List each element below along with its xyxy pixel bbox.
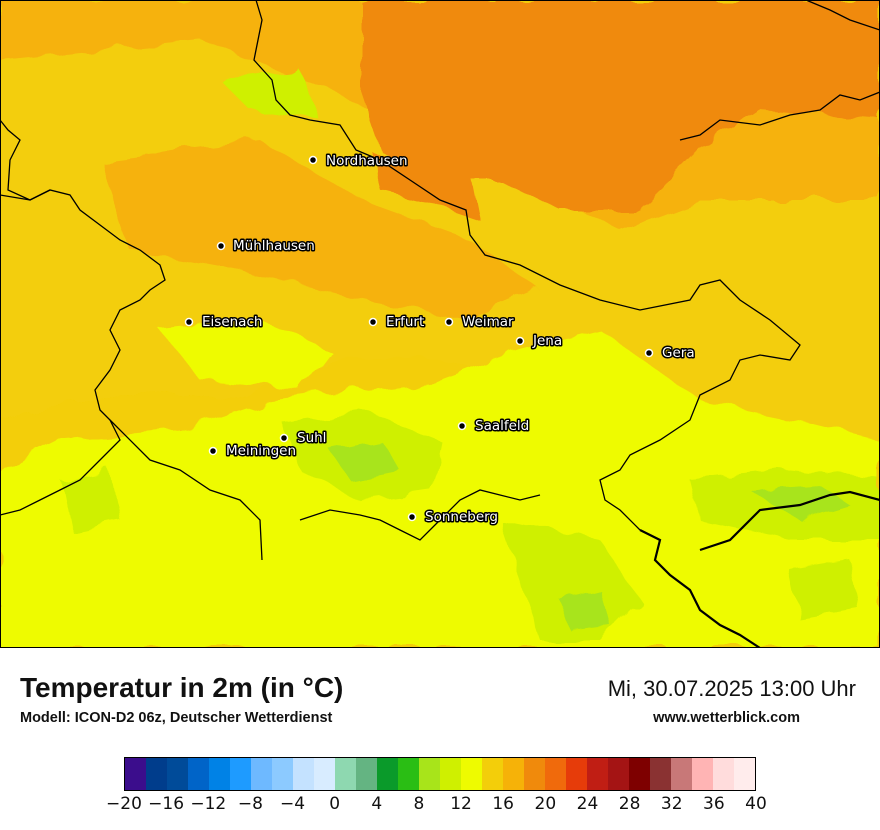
colorbar-tick-label: 12 xyxy=(450,794,472,814)
colorbar-segment xyxy=(293,758,314,790)
temperature-map: Nordhausen Mühlhausen Eisenach Erfurt We… xyxy=(0,0,880,648)
city-saalfeld: Saalfeld xyxy=(457,417,531,436)
colorbar-tick-label: 28 xyxy=(618,794,641,814)
city-meiningen: Meiningen xyxy=(208,442,298,461)
city-sonneberg: Sonneberg xyxy=(407,508,500,527)
colorbar-tick-label: −16 xyxy=(148,794,185,814)
website-link[interactable]: www.wetterblick.com xyxy=(653,710,800,726)
city-label: Erfurt xyxy=(386,314,424,330)
city-muehlhausen: Mühlhausen xyxy=(216,237,316,256)
country-border xyxy=(639,490,880,648)
state-borders xyxy=(0,0,880,561)
city-label: Jena xyxy=(532,333,562,349)
colorbar-tick-label: −20 xyxy=(106,794,142,814)
colorbar-segment xyxy=(146,758,167,790)
colorbar-segment xyxy=(587,758,608,790)
city-label: Nordhausen xyxy=(326,153,408,169)
colorbar-segment xyxy=(230,758,251,790)
city-jena: Jena xyxy=(515,332,564,351)
temperature-colorbar xyxy=(124,757,756,791)
colorbar-segment xyxy=(398,758,419,790)
city-label: Sonneberg xyxy=(425,509,498,525)
colorbar-segment xyxy=(314,758,335,790)
colorbar-segment xyxy=(482,758,503,790)
city-suhl: Suhl xyxy=(279,429,328,448)
city-label: Meiningen xyxy=(226,443,296,459)
colorbar-tick-label: 20 xyxy=(534,794,557,814)
colorbar-segment xyxy=(188,758,209,790)
colorbar-tick-label: −12 xyxy=(190,794,227,814)
colorbar-tick-label: 36 xyxy=(703,794,725,814)
city-markers: Nordhausen Mühlhausen Eisenach Erfurt We… xyxy=(184,152,696,527)
forecast-datetime: Mi, 30.07.2025 13:00 Uhr xyxy=(607,676,856,701)
colorbar-segment xyxy=(377,758,398,790)
colorbar-tick-label: 40 xyxy=(745,794,767,814)
colorbar-segment xyxy=(125,758,146,790)
city-label: Eisenach xyxy=(202,314,262,330)
map-title: Temperatur in 2m (in °C) xyxy=(20,672,344,703)
colorbar-segment xyxy=(671,758,692,790)
colorbar-segment xyxy=(734,758,755,790)
city-weimar: Weimar xyxy=(444,313,516,332)
colorbar-tick-label: −8 xyxy=(237,794,263,814)
colorbar-segment xyxy=(356,758,377,790)
colorbar-segment xyxy=(503,758,524,790)
colorbar-segment xyxy=(209,758,230,790)
colorbar-segment xyxy=(440,758,461,790)
colorbar-segment xyxy=(335,758,356,790)
colorbar-tick-label: 16 xyxy=(492,794,515,814)
map-canvas: Nordhausen Mühlhausen Eisenach Erfurt We… xyxy=(0,0,880,648)
city-label: Mühlhausen xyxy=(233,238,315,254)
colorbar-segment xyxy=(650,758,671,790)
city-label: Weimar xyxy=(462,314,514,330)
colorbar-tick-label: −4 xyxy=(280,794,306,814)
colorbar-segment xyxy=(692,758,713,790)
temperature-fields xyxy=(0,0,880,648)
city-nordhausen: Nordhausen xyxy=(308,152,409,171)
city-eisenach: Eisenach xyxy=(184,313,264,332)
colorbar-segment xyxy=(629,758,650,790)
colorbar-segment xyxy=(272,758,293,790)
colorbar-segment xyxy=(461,758,482,790)
colorbar-segment xyxy=(545,758,566,790)
city-gera: Gera xyxy=(644,344,696,363)
colorbar-segment xyxy=(566,758,587,790)
colorbar-tick-label: 0 xyxy=(329,794,341,814)
city-label: Saalfeld xyxy=(475,418,529,434)
model-info: Modell: ICON-D2 06z, Deutscher Wetterdie… xyxy=(20,710,333,726)
colorbar-tick-label: 4 xyxy=(371,794,383,814)
colorbar-segment xyxy=(608,758,629,790)
city-erfurt: Erfurt xyxy=(368,313,426,332)
colorbar-segment xyxy=(419,758,440,790)
colorbar-segment xyxy=(713,758,734,790)
colorbar-segment xyxy=(251,758,272,790)
colorbar-tick-label: 8 xyxy=(413,794,425,814)
city-label: Suhl xyxy=(297,430,326,446)
colorbar-segment xyxy=(167,758,188,790)
colorbar-ticks: −20 −16 −12 −8 −4 0 4 8 12 16 20 24 28 32 36 40 xyxy=(106,794,767,818)
colorbar-tick-label: 24 xyxy=(576,794,599,814)
city-label: Gera xyxy=(662,345,695,361)
colorbar-segment xyxy=(524,758,545,790)
colorbar-tick-label: 32 xyxy=(660,794,683,814)
